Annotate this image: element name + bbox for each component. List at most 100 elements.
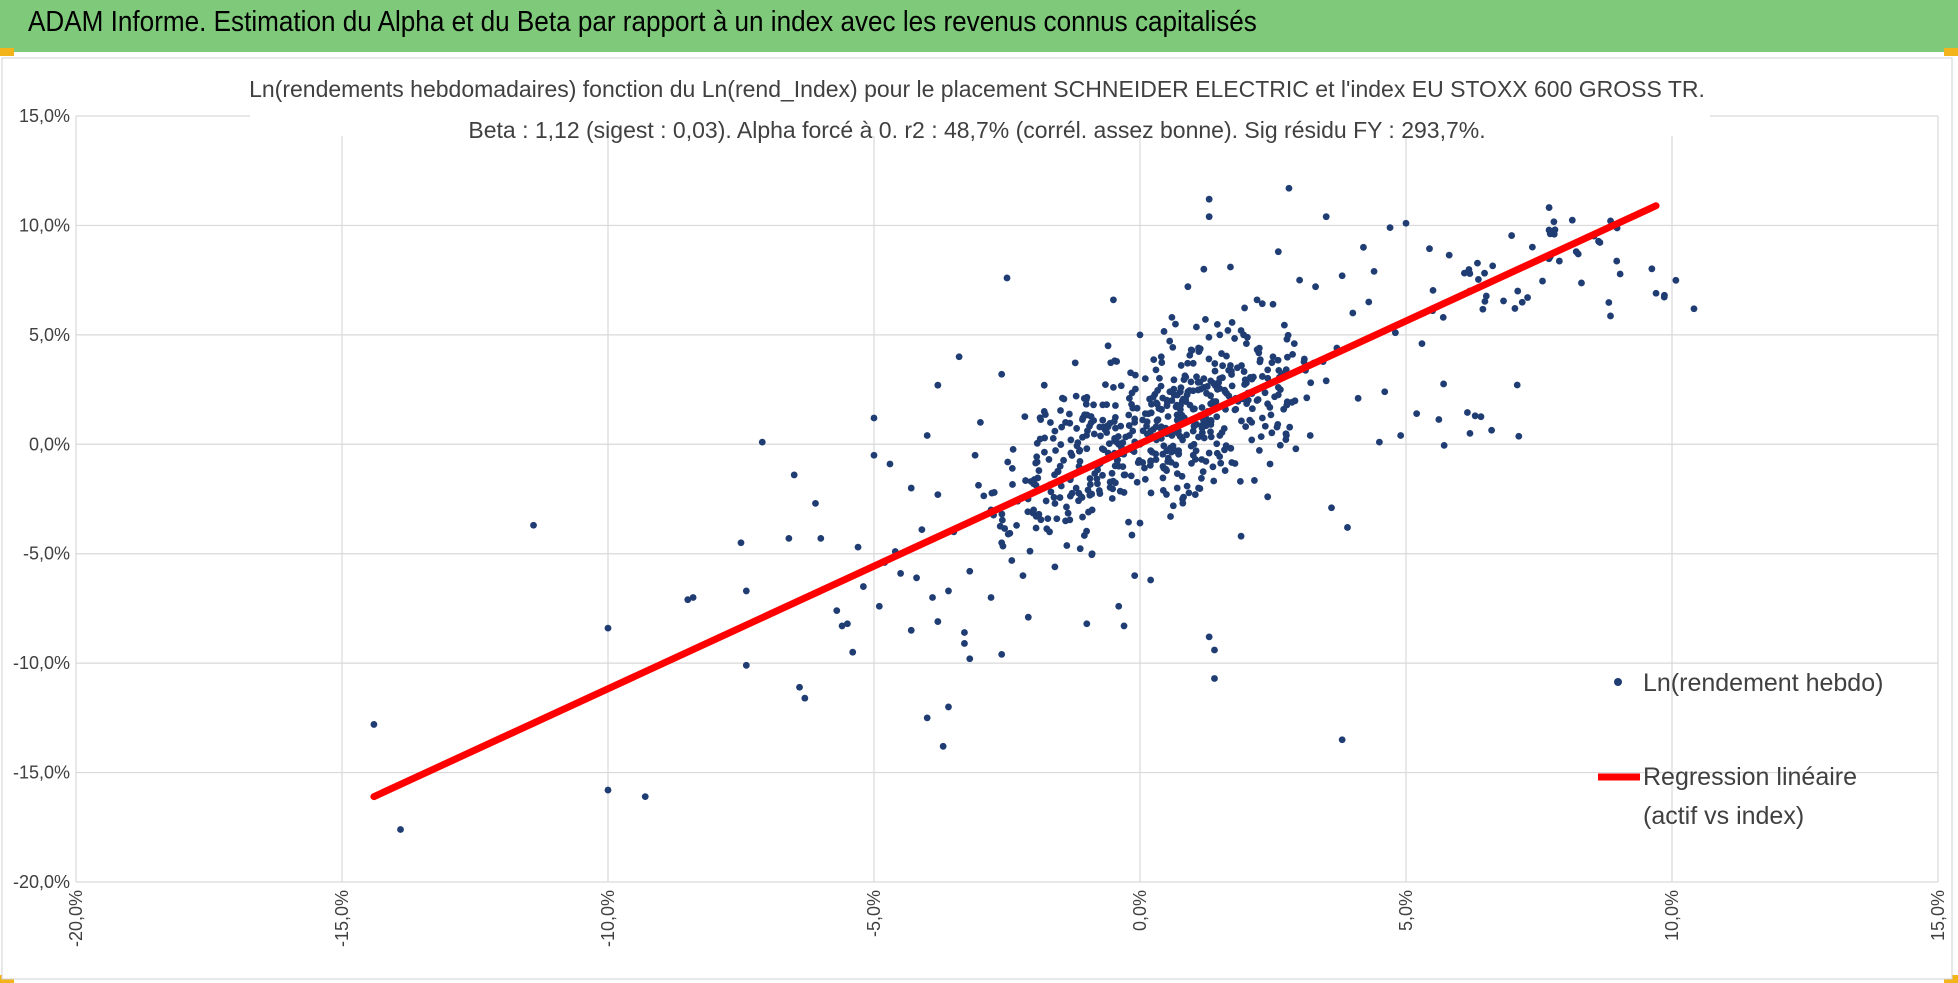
data-point [1210,379,1217,387]
data-point [1200,265,1208,273]
data-point [1163,399,1171,406]
data-point [1207,428,1214,436]
data-point [1440,441,1448,449]
data-point [907,626,915,634]
y-tick-label: -20,0% [13,872,70,892]
data-point [1528,243,1536,251]
data-point [1652,289,1660,297]
data-point [918,526,926,534]
data-point [1117,382,1125,390]
data-point [1013,521,1020,529]
data-point [1004,530,1012,538]
data-point [1083,527,1090,535]
data-point [1141,475,1149,483]
y-tick-label: 15,0% [19,106,70,126]
data-point [1149,425,1157,433]
data-point [1207,421,1215,428]
data-point [1117,422,1125,430]
data-point [1172,447,1180,455]
data-point [1139,416,1147,424]
data-point [1224,327,1232,334]
data-point [1322,377,1330,385]
data-point [1402,219,1410,227]
data-point [1047,488,1055,496]
data-point [1177,362,1185,369]
data-point [1071,359,1079,367]
data-point [1240,368,1248,375]
data-point [1202,457,1210,465]
data-point [1376,438,1383,446]
data-point [1037,516,1045,524]
data-point [1219,362,1227,370]
data-point [1078,494,1086,501]
data-point [1040,381,1048,389]
data-point [1306,432,1314,439]
x-tick-label: 10,0% [1662,890,1682,941]
data-point [1515,432,1523,440]
data-point [1027,478,1035,485]
data-point [1128,531,1136,539]
data-point [1100,446,1108,454]
data-point [1690,305,1698,313]
data-point [737,539,745,547]
data-point [1264,493,1272,501]
data-point [1057,407,1064,414]
data-point [1568,216,1576,224]
data-point [1283,353,1291,361]
data-point [1147,447,1155,455]
data-point [1073,442,1081,450]
data-point [1083,620,1091,628]
data-point [1354,394,1362,402]
data-point [1246,374,1254,381]
data-point [1607,312,1614,320]
data-point [1228,319,1236,326]
data-point [1112,402,1119,409]
data-point [1151,391,1159,398]
data-point [1054,467,1062,475]
data-point [859,583,867,590]
data-point [1052,447,1059,454]
data-point [1155,405,1163,412]
data-point [1258,414,1266,422]
data-point [1461,269,1468,277]
data-point [1086,481,1094,488]
data-point [1113,439,1121,446]
data-point [1088,551,1096,559]
data-point [1228,382,1236,390]
data-point [1261,422,1269,430]
data-point [1099,416,1107,424]
data-point [1256,358,1264,366]
data-point [1116,487,1124,495]
data-point [1196,345,1204,353]
data-point [1106,484,1114,491]
data-point [1119,463,1127,471]
data-point [1481,297,1489,305]
data-point [1112,424,1119,432]
data-point [1661,291,1668,299]
data-point [1482,292,1490,300]
data-point [1545,204,1553,211]
data-point [1231,406,1239,414]
data-point [1215,379,1223,387]
data-point [1136,331,1144,339]
data-point [1474,259,1481,267]
data-point [641,793,649,801]
data-point [1248,436,1256,444]
y-tick-label: 5,0% [29,325,70,345]
data-point [907,484,915,492]
data-point [1205,195,1213,203]
data-point [796,683,803,691]
data-point [1182,373,1190,381]
data-point [870,414,878,422]
x-tick-label: -15,0% [332,890,352,947]
data-point [742,661,750,669]
legend-label-scatter: Ln(rendement hebdo) [1643,669,1883,697]
grid [75,115,1939,883]
data-point [1500,297,1507,305]
data-point [1524,294,1531,301]
data-point [1103,401,1111,409]
data-point [1108,495,1116,502]
data-point [1257,433,1265,441]
data-point [1274,248,1282,256]
data-point [1199,468,1207,476]
